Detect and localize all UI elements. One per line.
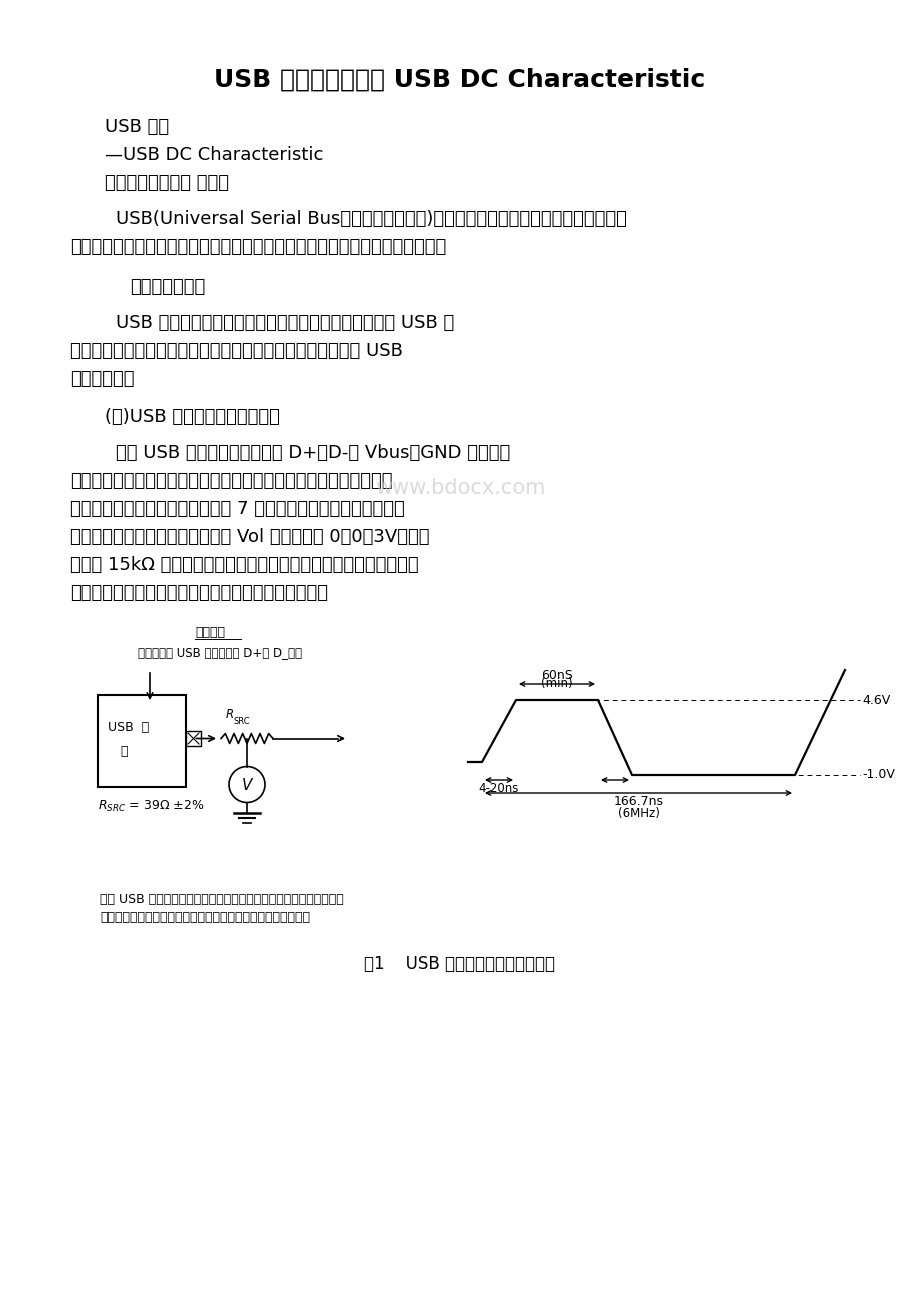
Text: USB(Universal Serial Bus，即通用串行总线)的电气特性主要是对信号的发送及电压分: USB(Universal Serial Bus，即通用串行总线)的电气特性主要… [70, 210, 626, 228]
Text: (min): (min) [540, 677, 573, 690]
Text: R: R [226, 707, 233, 720]
Text: 备: 备 [119, 745, 128, 758]
Text: (6MHz): (6MHz) [617, 807, 659, 820]
Bar [98, 695, 186, 786]
Text: 60nS: 60nS [540, 669, 573, 682]
Text: USB 技术: USB 技术 [105, 118, 169, 135]
Bar [186, 730, 200, 746]
Text: $R_{SRC}$ = 39Ω ±2%: $R_{SRC}$ = 39Ω ±2% [98, 799, 204, 814]
Text: 布情况的描述。下面我们将分别对其进行详细介绍，首先来看看其信号的发送。: 布情况的描述。下面我们将分别对其进行详细介绍，首先来看看其信号的发送。 [70, 238, 446, 256]
Text: (一)USB 驱动器的特性及其使用: (一)USB 驱动器的特性及其使用 [105, 408, 279, 426]
Text: USB  设: USB 设 [108, 721, 149, 734]
Text: 一、信号的发送: 一、信号的发送 [130, 279, 205, 296]
Text: 设备的特性。: 设备的特性。 [70, 370, 134, 388]
Text: 4-20ns: 4-20ns [478, 783, 518, 796]
Text: 缆上的发送，在了解具体的信号发送之前，我们先来谈谈有关 USB: 缆上的发送，在了解具体的信号发送之前，我们先来谈谈有关 USB [70, 342, 403, 359]
Text: SRC: SRC [233, 716, 250, 725]
Text: -1.0V: -1.0V [861, 768, 894, 781]
Text: 一个 USB 设备端的连接器是由 D+、D-及 Vbus，GND 和其它数: 一个 USB 设备端的连接器是由 D+、D-及 Vbus，GND 和其它数 [70, 444, 510, 462]
Text: —USB DC Characteristic: —USB DC Characteristic [105, 146, 323, 164]
Text: V: V [242, 779, 252, 793]
Text: 南京大学计算机系 周玉军: 南京大学计算机系 周玉军 [105, 174, 229, 191]
Text: 靠近设备的 USB 连接器上的 D+或 D_插口: 靠近设备的 USB 连接器上的 D+或 D_插口 [138, 646, 301, 659]
Text: 由于 USB 设备上的输入保护设备可能互相排斥，因此当观察数据的输: 由于 USB 设备上的输入保护设备可能互相排斥，因此当观察数据的输 [100, 893, 344, 906]
Text: 使用过程中被损坏。它有两种工作 7 状态，即低态和高态。在低态时: 使用过程中被损坏。它有两种工作 7 状态，即低态和高态。在低态时 [70, 500, 404, 518]
Text: 动应尽量保持平衡，以能很好地减小信号的杈曲变形。: 动应尽量保持平衡，以能很好地减小信号的杈曲变形。 [70, 585, 328, 602]
Text: 入端口时，可能发现由电压生成器产生的信号波形可能会变形。: 入端口时，可能发现由电压生成器产生的信号波形可能会变形。 [100, 911, 310, 924]
Text: 有一个 15kΩ 的接地负载。处于差分的高态和低态之间的输出电压变: 有一个 15kΩ 的接地负载。处于差分的高态和低态之间的输出电压变 [70, 556, 418, 574]
Text: www.bdocx.com: www.bdocx.com [374, 478, 545, 497]
Text: USB 基础教程第六章 USB DC Characteristic: USB 基础教程第六章 USB DC Characteristic [214, 68, 705, 92]
Text: 图1    USB 信号发送的最大输出波形: 图1 USB 信号发送的最大输出波形 [364, 954, 555, 973]
Text: 166.7ns: 166.7ns [613, 796, 663, 809]
Text: 设置估价: 设置估价 [195, 626, 225, 639]
Text: 据线构成的简短连续电路，并要求连接器上有电缆屏蔽，以免设备在: 据线构成的简短连续电路，并要求连接器上有电缆屏蔽，以免设备在 [70, 473, 392, 490]
Text: ，驱动器的静态输出端的工作电压 Vol 变动范围为 0～0．3V，且接: ，驱动器的静态输出端的工作电压 Vol 变动范围为 0～0．3V，且接 [70, 529, 429, 546]
Text: USB 通常使用一种差分的输出驱动器来控制数据信号在 USB 电: USB 通常使用一种差分的输出驱动器来控制数据信号在 USB 电 [70, 314, 454, 332]
Text: 4.6V: 4.6V [861, 694, 890, 707]
